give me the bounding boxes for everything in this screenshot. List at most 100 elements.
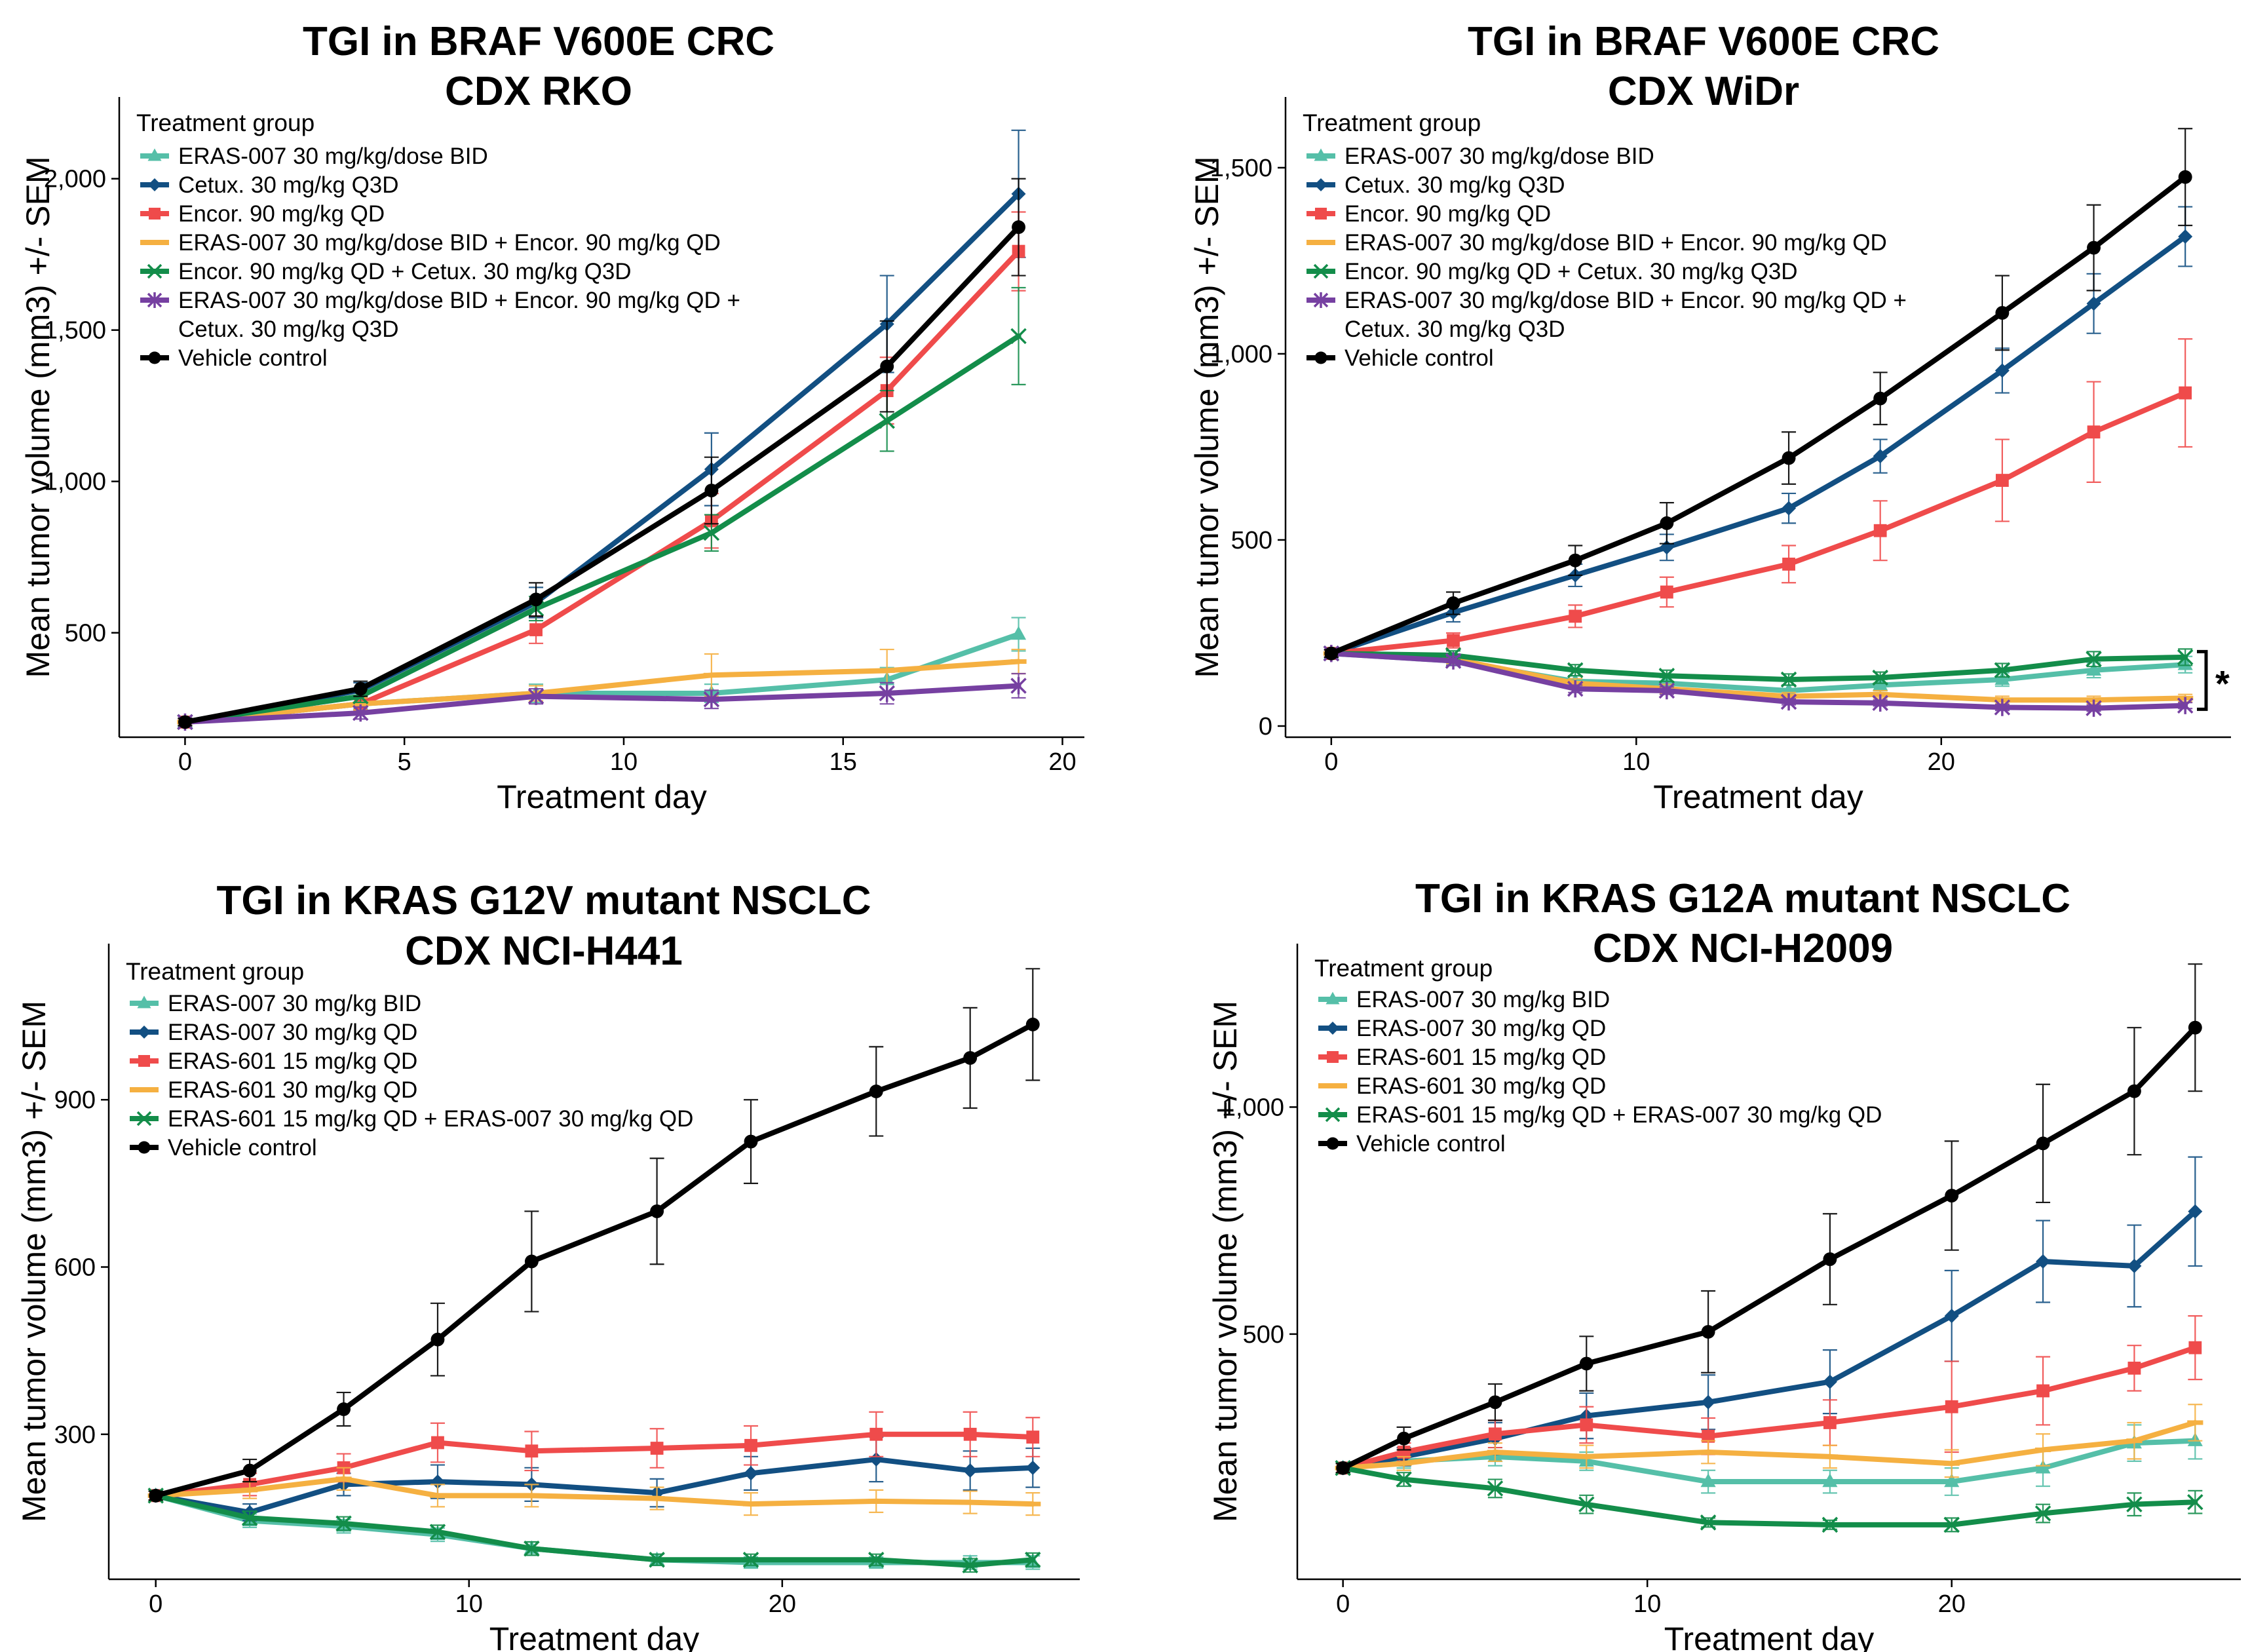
data-point bbox=[1782, 557, 1795, 571]
data-point bbox=[2188, 1020, 2202, 1035]
data-point bbox=[2086, 699, 2102, 717]
data-point bbox=[1487, 1480, 1504, 1497]
legend-label: Vehicle control bbox=[168, 1135, 317, 1161]
data-point bbox=[1782, 451, 1796, 465]
legend-item-5: Encor. 90 mg/kg QD + Cetux. 30 mg/kg Q3D bbox=[140, 259, 632, 284]
legend-swatch-marker bbox=[1314, 148, 1328, 161]
data-point bbox=[2036, 1254, 2051, 1269]
legend-swatch-marker bbox=[138, 1055, 150, 1067]
data-point bbox=[879, 684, 895, 702]
data-point bbox=[2035, 1459, 2051, 1474]
series-line bbox=[182, 224, 1021, 725]
data-point bbox=[149, 1488, 163, 1503]
data-point bbox=[1872, 669, 1888, 686]
legend-item-1: ERAS-007 30 mg/kg/dose BID bbox=[140, 144, 488, 169]
legend-item-2: ERAS-007 30 mg/kg QD bbox=[1318, 1016, 1606, 1041]
data-point bbox=[962, 1500, 978, 1505]
data-point bbox=[1944, 1309, 1959, 1324]
legend-item-6: ERAS-007 30 mg/kg/dose BID + Encor. 90 m… bbox=[1306, 288, 1907, 342]
legend-swatch-marker bbox=[1326, 1137, 1339, 1150]
data-point bbox=[353, 704, 369, 722]
data-point bbox=[1943, 1516, 1960, 1533]
data-point bbox=[2178, 170, 2192, 184]
chart-title: TGI in KRAS G12V mutant NSCLC bbox=[217, 878, 871, 923]
legend-swatch-marker bbox=[136, 1111, 152, 1126]
legend-title: Treatment group bbox=[1314, 955, 1493, 982]
data-point bbox=[1658, 668, 1675, 684]
legend-label: ERAS-007 30 mg/kg/dose BID + Encor. 90 m… bbox=[1344, 230, 1887, 256]
data-point bbox=[1872, 694, 1888, 712]
legend-swatch-marker bbox=[148, 351, 161, 364]
data-point bbox=[1702, 1429, 1715, 1443]
legend-swatch-marker bbox=[137, 1087, 151, 1092]
legend-swatch-marker bbox=[1315, 208, 1327, 220]
x-tick-label: 0 bbox=[178, 748, 192, 776]
data-point bbox=[1823, 1252, 1837, 1266]
data-point bbox=[2087, 425, 2101, 439]
legend-swatch-marker bbox=[138, 1141, 151, 1154]
series-line bbox=[153, 1431, 1036, 1499]
legend-label: ERAS-601 30 mg/kg QD bbox=[168, 1077, 417, 1103]
chart-subtitle: CDX NCI-H441 bbox=[405, 929, 683, 974]
data-point bbox=[963, 1050, 978, 1065]
data-point bbox=[529, 592, 543, 607]
data-point bbox=[1579, 1356, 1593, 1371]
data-point bbox=[1658, 682, 1675, 700]
data-point bbox=[1488, 1395, 1502, 1410]
data-point bbox=[429, 1524, 446, 1540]
legend-label: ERAS-007 30 mg/kg QD bbox=[168, 1020, 417, 1045]
y-tick-label: 500 bbox=[1231, 527, 1272, 554]
data-point bbox=[1994, 699, 2011, 716]
series-line bbox=[1340, 1419, 2198, 1471]
data-point bbox=[1873, 391, 1888, 406]
data-point bbox=[1994, 363, 2010, 378]
data-point bbox=[1445, 652, 1462, 670]
data-point bbox=[2177, 697, 2194, 714]
legend-item-7: Vehicle control bbox=[140, 345, 328, 371]
data-point bbox=[242, 1488, 258, 1493]
series-line bbox=[1340, 1025, 2198, 1471]
data-point bbox=[525, 1444, 539, 1458]
data-point bbox=[1011, 626, 1027, 640]
data-point bbox=[2177, 649, 2194, 666]
data-point bbox=[1012, 220, 1026, 235]
legend-item-6: Vehicle control bbox=[1318, 1131, 1506, 1157]
series-group bbox=[147, 968, 1041, 1573]
data-point bbox=[744, 1466, 759, 1481]
y-axis-title: Mean tumor volume (mm3) +/- SEM bbox=[16, 1001, 52, 1522]
data-point bbox=[527, 687, 544, 705]
data-point bbox=[650, 1204, 664, 1218]
data-point bbox=[1873, 524, 1887, 537]
data-point bbox=[353, 682, 368, 696]
legend-item-3: Encor. 90 mg/kg QD bbox=[1306, 201, 1551, 227]
x-tick-label: 15 bbox=[829, 748, 857, 776]
legend-title: Treatment group bbox=[126, 958, 304, 985]
data-point bbox=[744, 1134, 758, 1149]
x-axis-title: Treatment day bbox=[1664, 1621, 1875, 1652]
y-axis-title: Mean tumor volume (mm3) +/- SEM bbox=[1189, 156, 1225, 678]
legend-swatch-marker bbox=[147, 263, 162, 279]
series-line bbox=[1340, 1345, 2198, 1471]
chart-subtitle: CDX WiDr bbox=[1608, 69, 1799, 114]
series-line bbox=[182, 659, 1021, 725]
chart-subtitle: CDX NCI-H2009 bbox=[1593, 926, 1893, 971]
legend-item-2: Cetux. 30 mg/kg Q3D bbox=[140, 172, 399, 198]
data-point bbox=[1822, 1473, 1838, 1488]
y-tick-label: 0 bbox=[1259, 713, 1272, 740]
data-point bbox=[868, 1551, 885, 1568]
legend-swatch-marker bbox=[147, 240, 162, 245]
legend-item-4: ERAS-007 30 mg/kg/dose BID + Encor. 90 m… bbox=[140, 230, 721, 256]
legend-swatch-marker bbox=[1314, 240, 1328, 245]
legend-swatch-marker bbox=[1325, 991, 1340, 1005]
data-point bbox=[1025, 1501, 1041, 1507]
legend-swatch-marker bbox=[149, 208, 161, 220]
data-point bbox=[430, 1474, 445, 1489]
data-point bbox=[529, 623, 543, 636]
y-tick-label: 900 bbox=[54, 1086, 96, 1114]
series-6 bbox=[1335, 963, 2203, 1475]
series-6 bbox=[148, 968, 1040, 1503]
legend-label: Vehicle control bbox=[1356, 1131, 1506, 1157]
series-line bbox=[182, 683, 1021, 725]
legend-label: ERAS-601 15 mg/kg QD bbox=[168, 1048, 417, 1074]
